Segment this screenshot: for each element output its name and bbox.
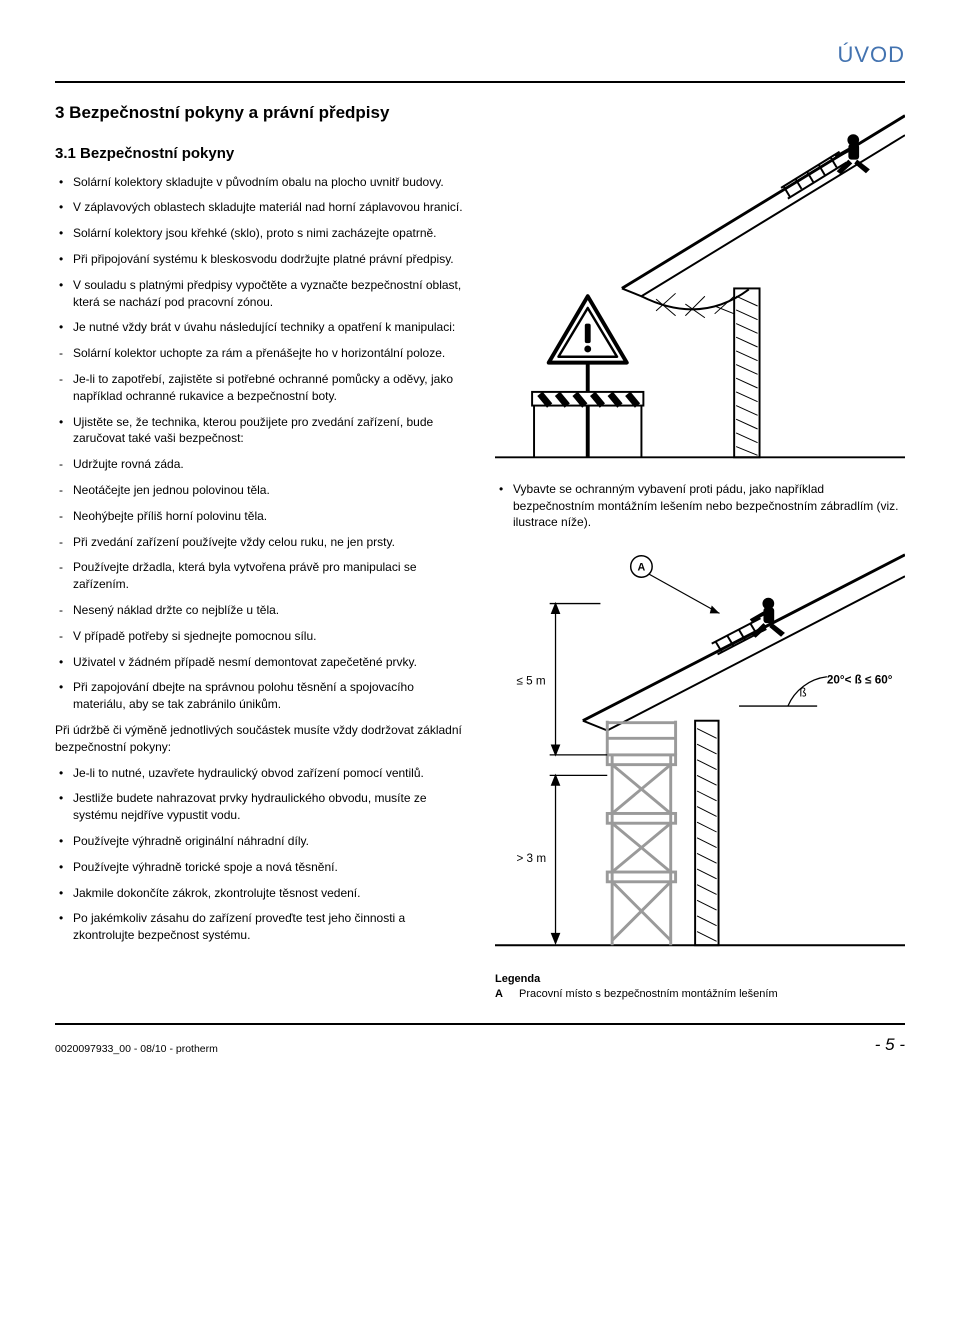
list-item: Udržujte rovná záda.	[55, 456, 465, 473]
list-item: V případě potřeby si sjednejte pomocnou …	[55, 628, 465, 645]
svg-text:A: A	[638, 562, 646, 574]
list-item: Je-li to nutné, uzavřete hydraulický obv…	[55, 765, 465, 782]
list-item: V souladu s platnými předpisy vypočtěte …	[55, 277, 465, 311]
list-item: Po jakémkoliv zásahu do zařízení proveďt…	[55, 910, 465, 944]
list-item: Je-li to zapotřebí, zajistěte si potřebn…	[55, 371, 465, 405]
list-item: Při zapojování dbejte na správnou polohu…	[55, 679, 465, 713]
sub-list: Udržujte rovná záda. Neotáčejte jen jedno…	[55, 456, 465, 644]
list-item: Při zvedání zařízení používejte vždy cel…	[55, 534, 465, 551]
content-columns: 3 Bezpečnostní pokyny a právní předpisy …	[55, 101, 905, 1003]
list-item: Jestliže budete nahrazovat prvky hydraul…	[55, 790, 465, 824]
roof-warning-diagram	[495, 101, 905, 462]
list-item: Při připojování systému k bleskosvodu do…	[55, 251, 465, 268]
legend-row: A Pracovní místo s bezpečnostním montážn…	[495, 987, 905, 1002]
list-item: Neohýbejte příliš horní polovinu těla.	[55, 508, 465, 525]
right-bullet-list: Vybavte se ochranným vybavení proti pádu…	[495, 481, 905, 531]
scaffold-dimension-diagram: A	[495, 545, 905, 955]
list-item: Jakmile dokončíte zákrok, zkontrolujte t…	[55, 885, 465, 902]
page-number: - 5 -	[875, 1033, 905, 1057]
page-header: ÚVOD	[55, 40, 905, 71]
svg-text:> 3 m: > 3 m	[516, 852, 546, 865]
svg-text:ß: ß	[800, 686, 807, 699]
safety-gear-bullet: Vybavte se ochranným vybavení proti pádu…	[495, 481, 905, 531]
list-item: V záplavových oblastech skladujte materi…	[55, 199, 465, 216]
right-column: Vybavte se ochranným vybavení proti pádu…	[495, 101, 905, 1003]
list-item: Používejte výhradně torické spoje a nová…	[55, 859, 465, 876]
list-item: Používejte výhradně originální náhradní …	[55, 833, 465, 850]
left-column: 3 Bezpečnostní pokyny a právní předpisy …	[55, 101, 465, 1003]
list-item: Je nutné vždy brát v úvahu následující t…	[55, 319, 465, 336]
list-item: Solární kolektory jsou křehké (sklo), pr…	[55, 225, 465, 242]
maintenance-list: Je-li to nutné, uzavřete hydraulický obv…	[55, 765, 465, 944]
maintenance-intro: Při údržbě či výměně jednotlivých součás…	[55, 722, 465, 756]
rule-bottom	[55, 1023, 905, 1025]
section-heading: 3 Bezpečnostní pokyny a právní předpisy	[55, 101, 465, 125]
legend-title: Legenda	[495, 972, 905, 987]
svg-text:≤ 5 m: ≤ 5 m	[516, 675, 545, 688]
legend-key: A	[495, 987, 519, 1002]
list-item: Neotáčejte jen jednou polovinou těla.	[55, 482, 465, 499]
list-item: Solární kolektor uchopte za rám a přenáš…	[55, 345, 465, 362]
legend-value: Pracovní místo s bezpečnostním montážním…	[519, 987, 778, 1002]
subsection-heading: 3.1 Bezpečnostní pokyny	[55, 143, 465, 164]
list-item: Solární kolektory skladujte v původním o…	[55, 174, 465, 191]
list-item: Ujistěte se, že technika, kterou použije…	[55, 414, 465, 448]
svg-text:20°< ß ≤ 60°: 20°< ß ≤ 60°	[827, 674, 893, 687]
footer-docid: 0020097933_00 - 08/10 - protherm	[55, 1042, 218, 1057]
list-item: Uživatel v žádném případě nesmí demontov…	[55, 654, 465, 671]
page-footer: 0020097933_00 - 08/10 - protherm - 5 -	[55, 1033, 905, 1057]
list-item: Nesený náklad držte co nejblíže u těla.	[55, 602, 465, 619]
sub-list: Solární kolektor uchopte za rám a přenáš…	[55, 345, 465, 404]
safety-list: Solární kolektory skladujte v původním o…	[55, 174, 465, 713]
list-item: Používejte držadla, která byla vytvořena…	[55, 559, 465, 593]
rule-top	[55, 81, 905, 83]
